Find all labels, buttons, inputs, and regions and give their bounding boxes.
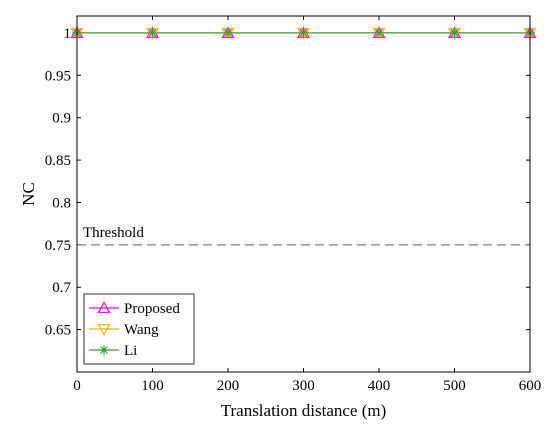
legend: Proposed Wang Li: [83, 293, 195, 365]
x-tick-label: 300: [292, 378, 315, 394]
legend-marker-wang: [97, 324, 111, 336]
data-point-li: [223, 27, 233, 38]
x-tick-label: 200: [217, 378, 240, 394]
x-tick-label: 500: [443, 378, 466, 394]
y-tick-label: 0.8: [52, 195, 71, 211]
data-point-li: [147, 27, 158, 38]
legend-label-li: Li: [124, 343, 137, 359]
y-tick-label: 0.65: [45, 323, 71, 339]
data-point-li: [449, 27, 460, 38]
x-tick-label: 600: [519, 378, 542, 394]
x-tick-label: 0: [73, 378, 81, 394]
legend-marker-li: [99, 345, 109, 355]
y-tick-label: 0.7: [52, 280, 71, 296]
threshold-label: Threshold: [83, 225, 144, 241]
y-tick-label: 0.9: [52, 111, 71, 127]
legend-marker-proposed: [97, 301, 111, 313]
x-axis-title: Translation distance (m): [221, 401, 387, 420]
plot-area-frame: [76, 15, 531, 373]
y-tick-label: 0.75: [45, 238, 71, 254]
x-tick-label: 100: [141, 378, 164, 394]
data-point-li: [374, 27, 384, 38]
y-axis-title: NC: [19, 182, 38, 206]
y-tick-label: 0.85: [45, 153, 71, 169]
x-tick-label: 400: [368, 378, 391, 394]
y-tick-label: 0.95: [45, 68, 71, 84]
y-tick-label: 1: [64, 26, 72, 42]
data-point-li: [298, 27, 309, 38]
legend-label-wang: Wang: [124, 322, 159, 338]
legend-label-proposed: Proposed: [124, 301, 180, 317]
